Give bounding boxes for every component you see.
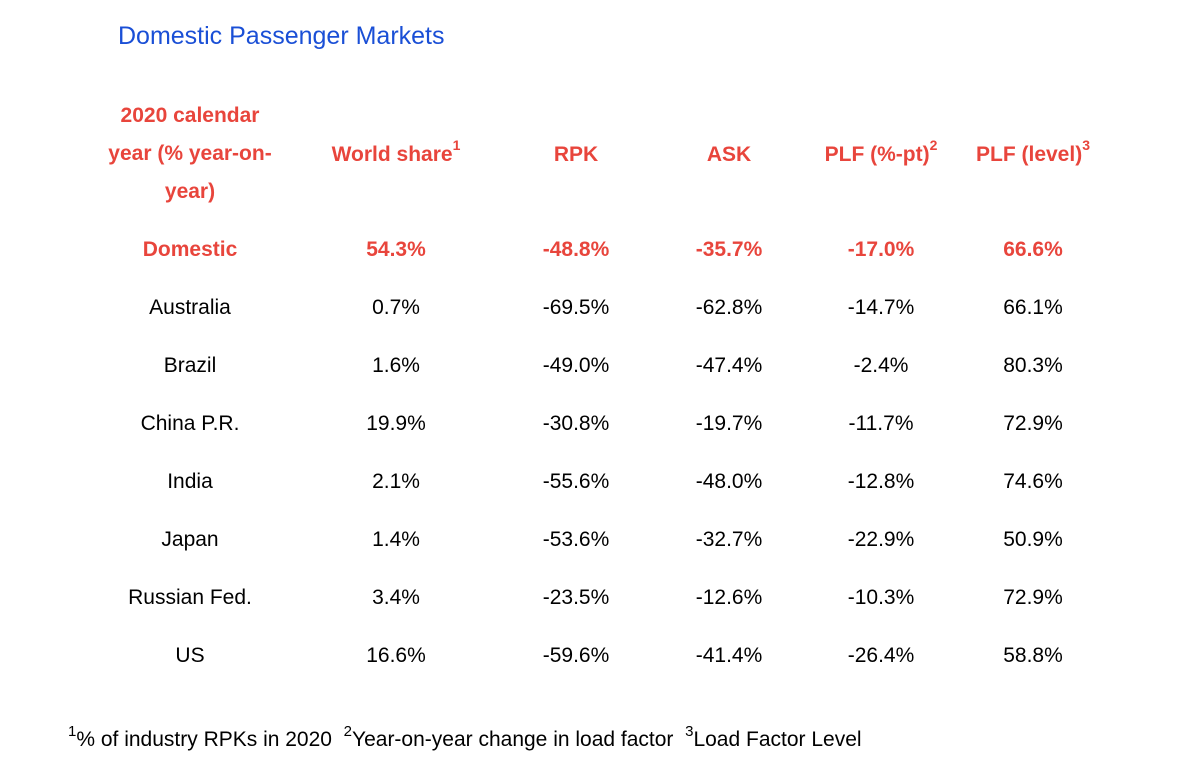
table-cell-ask: -35.7% [695, 238, 763, 261]
page-title: Domestic Passenger Markets [118, 22, 445, 50]
table-cell-rpk: -55.6% [542, 470, 610, 493]
table-cell-plf-pt: -12.8% [847, 470, 915, 493]
table-cell-world-share: 54.3% [366, 238, 426, 261]
table-cell-market: Australia [149, 296, 231, 319]
column-header-label: ASK [706, 143, 752, 166]
table-cell-plf-pt: -22.9% [847, 528, 915, 551]
footnote-text: Load Factor Level [693, 728, 862, 751]
table-cell-plf-pt: -26.4% [847, 644, 915, 667]
table-cell-ask: -47.4% [695, 354, 763, 377]
table-cell-market: India [167, 470, 213, 493]
table-cell-rpk: -48.8% [542, 238, 610, 261]
table-cell-plf-level: 58.8% [1003, 644, 1063, 667]
table-cell-market: Japan [161, 528, 219, 551]
column-header-superscript: 1 [452, 137, 461, 153]
table-cell-plf-pt: -17.0% [847, 238, 915, 261]
table-cell-market: Domestic [142, 238, 238, 261]
footnote-marker: 1 [68, 723, 77, 740]
table-cell-world-share: 1.6% [372, 354, 420, 377]
table-cell-market: US [175, 644, 205, 667]
table-cell-rpk: -30.8% [542, 412, 610, 435]
table-cell-rpk: -53.6% [542, 528, 610, 551]
table-cell-rpk: -49.0% [542, 354, 610, 377]
column-header-superscript: 2 [929, 137, 938, 153]
column-header-market: 2020 calendar year (% year-on-year) [90, 97, 290, 211]
table-cell-ask: -62.8% [695, 296, 763, 319]
table-cell-plf-level: 50.9% [1003, 528, 1063, 551]
table-cell-world-share: 16.6% [366, 644, 426, 667]
table-cell-ask: -12.6% [695, 586, 763, 609]
column-header-label: World share [331, 143, 453, 166]
column-header-line: 2020 calendar [120, 104, 260, 127]
column-header-line: year) [164, 180, 216, 203]
table-cell-plf-pt: -11.7% [848, 412, 914, 435]
column-header-ask: ASK [707, 142, 751, 168]
table-cell-plf-pt: -2.4% [853, 354, 909, 377]
table-cell-market: China P.R. [140, 412, 240, 435]
table-cell-rpk: -23.5% [542, 586, 610, 609]
column-header-rpk: RPK [554, 142, 598, 168]
table-cell-world-share: 3.4% [372, 586, 420, 609]
column-header-label: RPK [553, 143, 599, 166]
table-cell-ask: -32.7% [695, 528, 763, 551]
table-cell-ask: -48.0% [695, 470, 763, 493]
column-header-label: PLF (level) [976, 143, 1083, 166]
table-cell-plf-pt: -10.3% [847, 586, 915, 609]
column-header-label: PLF (%-pt) [824, 143, 930, 166]
table-cell-world-share: 1.4% [372, 528, 420, 551]
column-header-world-share: World share1 [331, 138, 461, 168]
table-cell-plf-pt: -14.7% [847, 296, 915, 319]
table-cell-market: Russian Fed. [128, 586, 252, 609]
column-header-line: year (% year-on- [108, 142, 272, 165]
column-header-superscript: 3 [1082, 137, 1090, 153]
table-cell-rpk: -69.5% [542, 296, 610, 319]
table-cell-plf-level: 72.9% [1003, 412, 1063, 435]
footnote-marker: 2 [343, 723, 352, 740]
table-cell-ask: -41.4% [695, 644, 763, 667]
column-header-plf-level: PLF (level)3 [976, 138, 1090, 168]
table-cell-world-share: 19.9% [366, 412, 426, 435]
table-cell-world-share: 2.1% [372, 470, 420, 493]
table-cell-plf-level: 80.3% [1003, 354, 1063, 377]
table-cell-plf-level: 74.6% [1003, 470, 1063, 493]
table-cell-plf-level: 66.6% [1003, 238, 1063, 261]
table-cell-market: Brazil [163, 354, 217, 377]
table-cell-rpk: -59.6% [542, 644, 610, 667]
column-header-plf-pt: PLF (%-pt)2 [824, 138, 938, 168]
table-cell-ask: -19.7% [695, 412, 763, 435]
footnotes: 1% of industry RPKs in 2020 2Year-on-yea… [68, 724, 862, 752]
footnote-text: % of industry RPKs in 2020 [76, 728, 332, 751]
footnote-marker: 3 [685, 723, 694, 740]
footnote-text: Year-on-year change in load factor [352, 728, 674, 751]
table-cell-plf-level: 66.1% [1003, 296, 1063, 319]
table-cell-world-share: 0.7% [372, 296, 420, 319]
table-cell-plf-level: 72.9% [1003, 586, 1063, 609]
